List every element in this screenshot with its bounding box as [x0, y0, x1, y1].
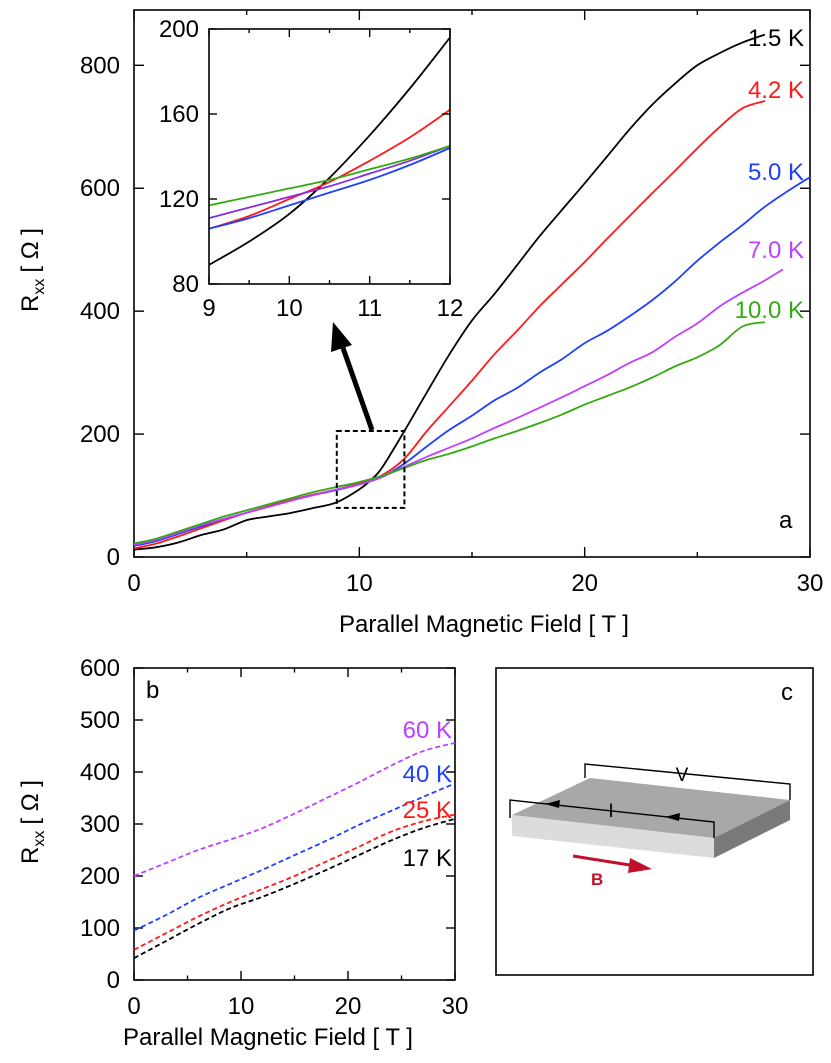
panel-b-y-tick-label: 300 [80, 811, 120, 838]
sample-slab-side [714, 800, 790, 858]
field-arrow-head [628, 858, 652, 873]
inset-chart: 9 10 11 12 80 120 160 200 [159, 16, 463, 322]
inset-y-tick-label: 200 [159, 16, 199, 43]
sample-slab-top [512, 778, 790, 838]
panel-a-chart: 0 10 20 30 0 200 400 600 800 1.5 K 4.2 K 5.0 K 7.0 … [17, 9, 823, 638]
panel-b-frame [133, 667, 456, 981]
panel-a-series-7-0-k [133, 268, 784, 546]
panel-b-y-axis-symbol: R [17, 847, 44, 864]
panel-b-y-axis-subscript: xx [31, 831, 48, 847]
panel-a-x-tick-label: 20 [571, 570, 598, 597]
panel-b-curves [133, 742, 456, 959]
zoom-region-box [335, 430, 406, 509]
panel-b-x-axis-title: Parallel Magnetic Field [ T ] [123, 1024, 413, 1051]
panel-a-y-axis-symbol: R [17, 295, 44, 312]
panel-b-y-tick-label: 0 [107, 967, 120, 994]
panel-a-ticks: 0 10 20 30 0 200 400 600 800 [80, 10, 823, 597]
panel-a-y-axis-title: Rxx [ Ω ] [17, 228, 48, 312]
panel-a-y-tick-label: 400 [80, 298, 120, 325]
voltage-bracket [584, 763, 791, 800]
panel-c-frame [495, 667, 814, 976]
panel-a-y-tick-label: 200 [80, 421, 120, 448]
zoom-arrow-head [331, 322, 352, 352]
inset-series-1-5-k [208, 36, 451, 266]
panel-a-label-10-0-k: 10.0 K [735, 297, 804, 324]
panel-b-label-17-k: 17 K [403, 845, 452, 872]
panel-b-series-17-k [133, 817, 456, 959]
panel-b-x-tick-label: 20 [335, 993, 362, 1020]
panel-a-label-7-0-k: 7.0 K [748, 237, 804, 264]
panel-a-x-tick-label: 30 [797, 570, 824, 597]
panel-b-series-60-k [133, 742, 456, 877]
panel-a-label-4-2-k: 4.2 K [748, 77, 804, 104]
zoom-arrow-shaft [340, 347, 375, 431]
panel-b-letter: b [146, 677, 159, 704]
panel-a-series-1-5-k [133, 33, 766, 551]
panel-c-schematic: c V I B [495, 667, 814, 976]
current-label: I [608, 801, 613, 822]
field-arrow-shaft [572, 854, 637, 868]
panel-b-x-tick-label: 10 [228, 993, 255, 1020]
panel-b-y-tick-label: 200 [80, 863, 120, 890]
inset-series-7-0-k [208, 145, 451, 219]
panel-a-curves [133, 33, 811, 551]
panel-a-series-10-0-k [133, 321, 766, 545]
panel-a-y-tick-label: 800 [80, 52, 120, 79]
panel-b-series-25-k [133, 813, 456, 951]
panel-a-y-axis-subscript: xx [31, 279, 48, 295]
panel-a-x-axis-title: Parallel Magnetic Field [ T ] [339, 611, 629, 638]
panel-b-label-60-k: 60 K [403, 717, 452, 744]
panel-b-series-40-k [133, 782, 456, 932]
panel-c-letter: c [781, 679, 793, 706]
panel-b-x-tick-label: 0 [127, 993, 140, 1020]
panel-b-y-axis-title: Rxx [ Ω ] [17, 780, 48, 864]
inset-curves [208, 36, 451, 266]
inset-y-tick-label: 120 [159, 186, 199, 213]
current-leads [509, 799, 715, 838]
panel-a-x-tick-label: 0 [127, 570, 140, 597]
panel-a-label-5-0-k: 5.0 K [748, 159, 804, 186]
panel-a-y-tick-label: 0 [107, 544, 120, 571]
sample-slab-front [512, 815, 714, 858]
voltage-label: V [676, 765, 689, 786]
panel-b-label-25-k: 25 K [403, 797, 452, 824]
panel-b-y-tick-label: 400 [80, 759, 120, 786]
inset-series-10-0-k [208, 145, 451, 207]
inset-y-tick-label: 160 [159, 101, 199, 128]
inset-series-5-0-k [208, 147, 451, 230]
panel-b-x-tick-label: 30 [442, 993, 469, 1020]
panel-b-y-tick-label: 500 [80, 707, 120, 734]
inset-x-tick-label: 10 [276, 295, 303, 322]
panel-b-y-tick-label: 600 [80, 655, 120, 682]
field-label: B [591, 870, 603, 889]
inset-x-tick-label: 12 [437, 295, 464, 322]
panel-b-label-40-k: 40 K [403, 761, 452, 788]
panel-a-letter: a [779, 507, 793, 534]
current-arrow-left [545, 800, 560, 808]
panel-a-x-tick-label: 10 [346, 570, 373, 597]
current-arrow-right [665, 813, 680, 821]
panel-a-y-axis-unit: [ Ω ] [17, 228, 44, 273]
panel-a-label-1-5-k: 1.5 K [748, 25, 804, 52]
inset-y-tick-label: 80 [172, 271, 199, 298]
panel-a-y-tick-label: 600 [80, 175, 120, 202]
panel-b-y-tick-label: 100 [80, 915, 120, 942]
inset-series-4-2-k [208, 109, 451, 230]
inset-ticks: 9 10 11 12 80 120 160 200 [159, 16, 463, 322]
panel-a-annotation [331, 322, 406, 509]
panel-b-y-axis-unit: [ Ω ] [17, 780, 44, 825]
panel-a-series-labels: 1.5 K 4.2 K 5.0 K 7.0 K 10.0 K [735, 25, 804, 324]
inset-x-tick-label: 9 [202, 295, 215, 322]
inset-x-tick-label: 11 [357, 295, 382, 322]
panel-b-series-labels: 60 K 40 K 25 K 17 K [403, 717, 452, 872]
